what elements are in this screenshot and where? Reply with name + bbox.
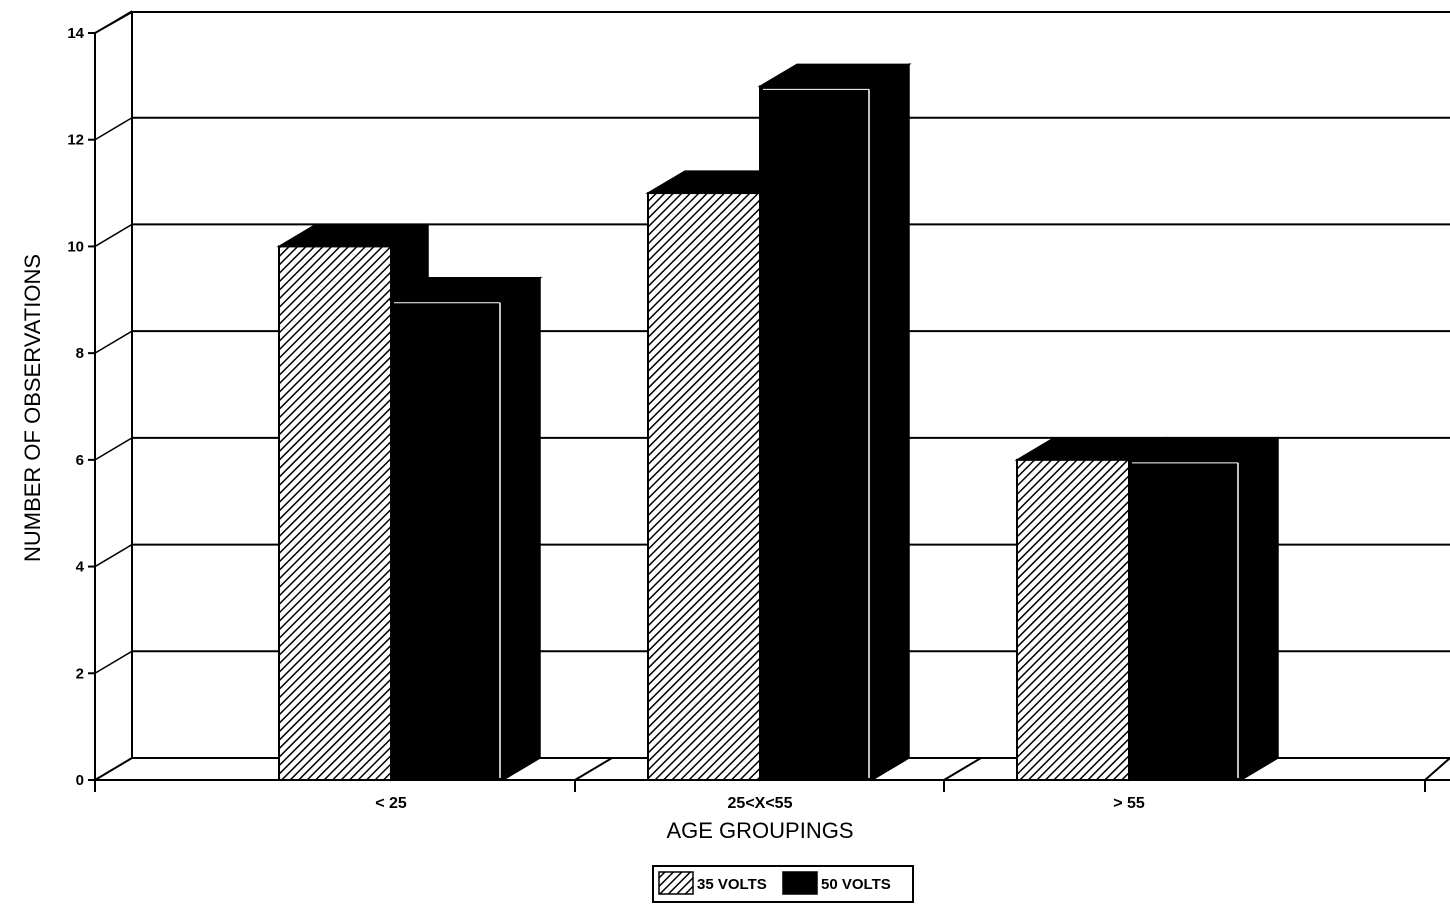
legend-swatch-50-volts xyxy=(782,871,818,895)
y-tick-label: 4 xyxy=(76,559,85,576)
bar-side-face xyxy=(502,276,541,782)
bar-50-volts xyxy=(757,63,912,782)
y-axis-ticks: 0 2 4 6 8 10 12 14 xyxy=(67,10,133,789)
legend-label-35-volts: 35 VOLTS xyxy=(697,876,767,893)
floor-divider xyxy=(943,757,982,781)
bar-side-face xyxy=(871,63,910,782)
y-tick-label: 10 xyxy=(67,238,84,255)
y-axis-title: NUMBER OF OBSERVATIONS xyxy=(20,254,45,562)
x-tick-label: > 55 xyxy=(1113,795,1145,812)
y-tick-side-line xyxy=(94,757,133,781)
y-tick-label: 2 xyxy=(76,665,84,682)
y-tick-label: 6 xyxy=(76,452,84,469)
floor-divider xyxy=(574,757,613,781)
bar-side-face xyxy=(1240,436,1279,782)
x-axis-ticks xyxy=(94,757,1450,792)
legend: 35 VOLTS 50 VOLTS xyxy=(652,865,914,903)
legend-swatch-35-volts xyxy=(658,871,694,895)
legend-label-50-volts: 50 VOLTS xyxy=(821,876,891,893)
x-axis-title: AGE GROUPINGS xyxy=(666,818,853,843)
x-tick-label: 25<X<55 xyxy=(728,795,793,812)
bar-front-face xyxy=(278,245,392,781)
y-tick-label: 8 xyxy=(76,345,84,362)
bar-front-face xyxy=(1016,458,1130,781)
y-tick-side-line xyxy=(94,117,133,141)
x-tick-label: < 25 xyxy=(375,795,407,812)
bar-50-volts xyxy=(388,276,543,782)
bars xyxy=(276,63,1281,782)
y-tick-side-line xyxy=(94,330,133,354)
y-tick-label: 14 xyxy=(67,25,84,42)
bar-front-face xyxy=(647,192,761,782)
bar-50-volts xyxy=(1126,436,1281,782)
x-axis-labels: < 25 25<X<55 > 55 xyxy=(375,795,1145,812)
floor-divider xyxy=(1424,757,1450,781)
y-tick-side-line xyxy=(94,10,133,34)
bar-front-face xyxy=(1128,458,1242,781)
y-tick-side-line xyxy=(94,543,133,568)
y-tick-label: 0 xyxy=(76,772,84,789)
y-tick-side-line xyxy=(94,223,133,248)
bar-front-face xyxy=(390,298,504,781)
bar-front-face xyxy=(759,85,873,782)
y-tick-label: 12 xyxy=(67,132,84,149)
y-tick-side-line xyxy=(94,437,133,461)
y-tick-side-line xyxy=(94,650,133,674)
